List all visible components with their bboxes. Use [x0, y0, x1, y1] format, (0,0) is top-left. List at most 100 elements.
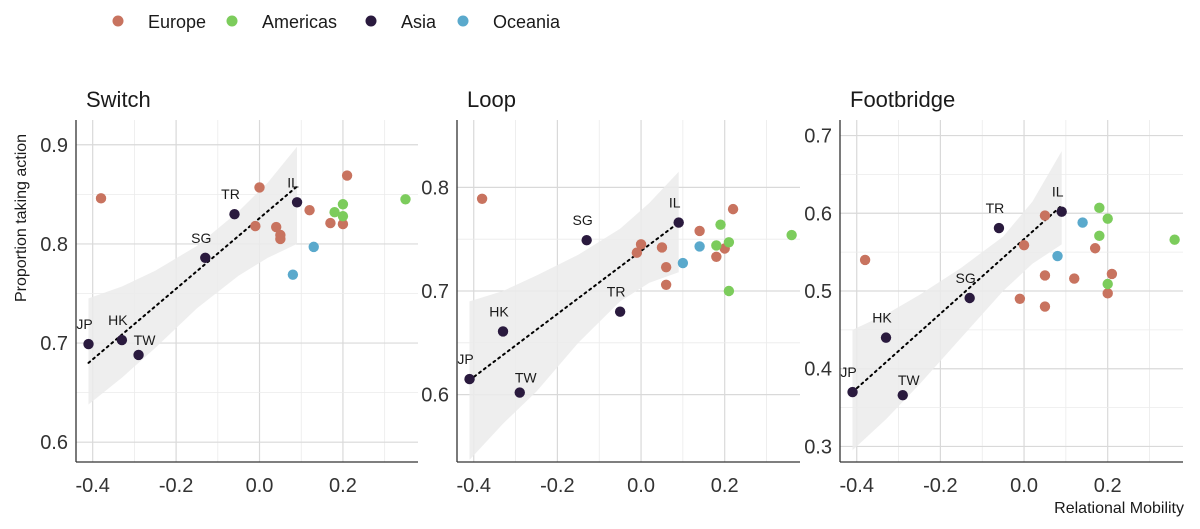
data-point-europe [1069, 273, 1080, 284]
data-point-europe [476, 193, 488, 204]
data-point-asia [847, 386, 858, 398]
data-point-americas [786, 229, 797, 241]
y-tick-label: 0.4 [804, 359, 832, 381]
data-point-europe [95, 193, 107, 204]
point-label: TW [515, 370, 538, 386]
data-point-asia [614, 306, 626, 317]
data-point-europe [635, 239, 647, 250]
data-point-oceania [677, 257, 689, 269]
legend-label: Oceania [493, 12, 561, 32]
legend-label: Asia [401, 12, 437, 32]
x-tick-label: 0.0 [246, 475, 274, 497]
point-label: HK [108, 312, 128, 328]
legend-label: Americas [262, 12, 337, 32]
data-point-europe [337, 218, 349, 230]
data-point-asia [964, 292, 975, 304]
data-point-europe [250, 220, 261, 232]
data-point-americas [1102, 278, 1113, 290]
data-point-europe [1089, 243, 1101, 254]
data-point-americas [1102, 213, 1113, 224]
panel-footbridge: Footbridge -0.4 -0.2 0.0 0.2 0.3 0.4 0.5 0.6 0.7 J… [804, 87, 1183, 497]
data-point-oceania [308, 241, 319, 253]
data-point-europe [270, 221, 282, 233]
data-point-americas [723, 237, 735, 248]
panel-title: Loop [467, 87, 516, 112]
x-tick-label: 0.0 [1010, 475, 1038, 497]
point-label: SG [573, 212, 593, 228]
point-label: TW [898, 372, 921, 388]
data-point-europe [727, 203, 739, 215]
data-point-asia [116, 334, 128, 346]
data-point-europe [325, 217, 336, 229]
point-label: HK [489, 303, 509, 319]
point-label: IL [1052, 184, 1064, 200]
data-point-oceania [287, 269, 299, 280]
panels: Switch -0.4 -0.2 0.0 0.2 0.6 0.7 0.8 0.9 JP HK TW SG… [40, 87, 1183, 497]
point-label: SG [956, 270, 976, 286]
x-tick-label: -0.4 [456, 475, 490, 497]
regression-line [468, 221, 680, 382]
data-point-americas [329, 206, 340, 218]
point-label: JP [840, 364, 856, 380]
x-tick-label: -0.4 [839, 475, 873, 497]
data-point-americas [1094, 230, 1105, 242]
y-tick-label: 0.8 [421, 177, 449, 199]
data-point-europe [275, 233, 286, 245]
data-point-asia [83, 338, 94, 350]
data-point-americas [1094, 202, 1105, 214]
y-axis-label: Proportion taking action [13, 134, 30, 302]
data-point-europe [1106, 268, 1118, 280]
data-point-europe [711, 251, 722, 262]
x-axis-label: Relational Mobility [1054, 500, 1184, 517]
data-point-asia [200, 252, 211, 263]
legend-swatch [365, 15, 377, 27]
data-point-asia [291, 197, 303, 208]
data-point-americas [400, 194, 411, 205]
y-tick-label: 0.6 [421, 385, 449, 407]
data-point-europe [254, 182, 265, 193]
y-tick-label: 0.7 [40, 333, 68, 355]
x-tick-label: -0.2 [540, 475, 574, 497]
data-point-oceania [694, 241, 705, 252]
data-point-europe [304, 205, 315, 216]
data-point-europe [1014, 293, 1026, 304]
x-tick-label: 0.0 [627, 475, 655, 497]
data-point-asia [897, 389, 908, 401]
x-tick-label: 0.2 [1094, 475, 1122, 497]
panel-title: Switch [86, 87, 151, 112]
regression-line [87, 185, 299, 364]
x-tick-label: 0.2 [711, 475, 739, 497]
legend-item-oceania: Oceania [457, 12, 561, 32]
panel-title: Footbridge [850, 87, 955, 112]
regression-line [851, 204, 1063, 394]
legend-swatch [226, 15, 238, 27]
y-tick-label: 0.6 [40, 432, 68, 454]
data-point-asia [880, 332, 892, 343]
legend: Europe Americas Asia Oceania [112, 12, 561, 32]
y-tick-label: 0.8 [40, 234, 68, 256]
data-point-europe [1039, 270, 1051, 281]
point-label: IL [669, 195, 681, 211]
data-point-europe [1039, 301, 1051, 312]
data-point-americas [337, 199, 349, 210]
y-tick-label: 0.9 [40, 135, 68, 157]
data-point-europe [341, 170, 353, 181]
point-label: TR [986, 200, 1005, 216]
y-tick-label: 0.3 [804, 436, 832, 458]
point-label: SG [191, 230, 211, 246]
y-tick-label: 0.7 [421, 281, 449, 303]
data-point-europe [859, 254, 871, 266]
data-point-oceania [1077, 217, 1088, 228]
legend-swatch [457, 15, 469, 27]
confidence-band [852, 151, 1062, 451]
legend-item-americas: Americas [226, 12, 337, 32]
confidence-band [88, 146, 297, 405]
data-point-asia [581, 235, 592, 246]
data-point-americas [715, 219, 726, 230]
point-label: TW [134, 332, 157, 348]
point-label: JP [457, 351, 473, 367]
data-point-europe [1018, 239, 1030, 251]
data-point-europe [631, 247, 643, 258]
